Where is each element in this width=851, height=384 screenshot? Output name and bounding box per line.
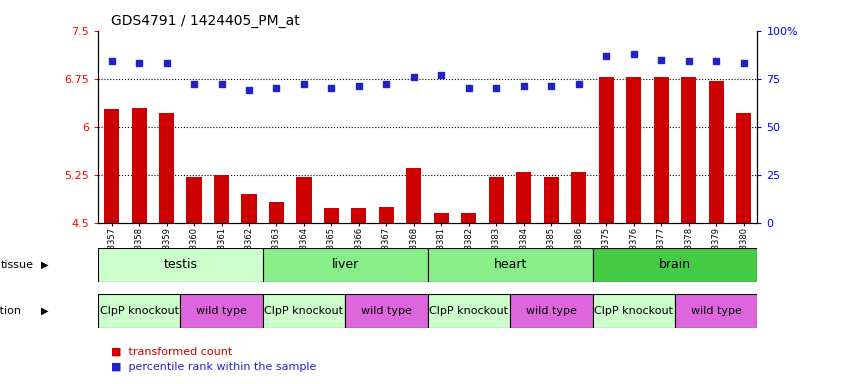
Bar [296, 177, 311, 223]
Point [380, 81, 393, 88]
Point [324, 85, 338, 91]
Text: ▶: ▶ [41, 260, 49, 270]
Bar [427, 294, 510, 328]
Text: ■  transformed count: ■ transformed count [111, 346, 231, 356]
Bar [269, 202, 284, 223]
Bar [709, 81, 723, 223]
Bar [461, 213, 477, 223]
Bar [346, 294, 427, 328]
Bar [242, 194, 256, 223]
Text: wild type: wild type [691, 306, 741, 316]
Bar [159, 113, 174, 223]
Bar [379, 207, 394, 223]
Text: testis: testis [163, 258, 197, 271]
Text: ClpP knockout: ClpP knockout [430, 306, 508, 316]
Bar [544, 177, 559, 223]
Text: ■  percentile rank within the sample: ■ percentile rank within the sample [111, 362, 316, 372]
Point [187, 81, 201, 88]
Text: ClpP knockout: ClpP knockout [265, 306, 344, 316]
Text: wild type: wild type [361, 306, 412, 316]
Point [407, 74, 420, 80]
Text: wild type: wild type [526, 306, 577, 316]
Point [214, 81, 228, 88]
Point [489, 85, 503, 91]
Bar [180, 294, 263, 328]
Bar [98, 248, 263, 282]
Text: ClpP knockout: ClpP knockout [100, 306, 179, 316]
Bar [406, 168, 421, 223]
Bar [571, 172, 586, 223]
Text: GDS4791 / 1424405_PM_at: GDS4791 / 1424405_PM_at [111, 14, 300, 28]
Point [105, 58, 118, 65]
Text: brain: brain [659, 258, 691, 271]
Bar [132, 108, 146, 223]
Point [627, 51, 641, 57]
Bar [488, 177, 504, 223]
Bar [434, 213, 449, 223]
Point [682, 58, 695, 65]
Point [243, 87, 256, 93]
Bar [736, 113, 751, 223]
Bar [654, 77, 669, 223]
Point [270, 85, 283, 91]
Text: liver: liver [332, 258, 359, 271]
Bar [186, 177, 202, 223]
Point [737, 60, 751, 66]
Bar [427, 248, 592, 282]
Point [462, 85, 476, 91]
Point [572, 81, 585, 88]
Bar [592, 294, 675, 328]
Text: tissue: tissue [1, 260, 34, 270]
Bar [626, 77, 642, 223]
Text: heart: heart [494, 258, 527, 271]
Text: wild type: wild type [196, 306, 247, 316]
Point [517, 83, 531, 89]
Bar [517, 172, 531, 223]
Point [710, 58, 723, 65]
Point [160, 60, 174, 66]
Bar [98, 294, 180, 328]
Point [545, 83, 558, 89]
Bar [510, 294, 592, 328]
Bar [351, 208, 367, 223]
Bar [104, 109, 119, 223]
Point [654, 56, 668, 63]
Bar [214, 175, 229, 223]
Bar [592, 248, 757, 282]
Bar [324, 208, 339, 223]
Point [435, 72, 448, 78]
Bar [263, 294, 346, 328]
Bar [263, 248, 427, 282]
Point [132, 60, 146, 66]
Bar [599, 77, 614, 223]
Point [297, 81, 311, 88]
Text: ClpP knockout: ClpP knockout [594, 306, 673, 316]
Point [599, 53, 613, 59]
Text: ▶: ▶ [41, 306, 49, 316]
Text: genotype/variation: genotype/variation [0, 306, 21, 316]
Bar [675, 294, 757, 328]
Point [352, 83, 366, 89]
Bar [681, 77, 696, 223]
